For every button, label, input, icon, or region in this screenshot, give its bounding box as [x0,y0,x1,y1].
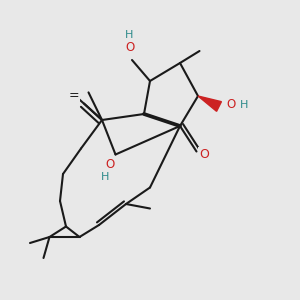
Polygon shape [198,96,221,111]
Text: O: O [226,98,236,112]
Text: H: H [125,29,133,40]
Text: O: O [199,148,209,161]
Text: =: = [68,89,79,103]
Text: O: O [126,41,135,55]
Text: H: H [101,172,109,182]
Text: H: H [239,100,248,110]
Text: O: O [105,158,114,172]
